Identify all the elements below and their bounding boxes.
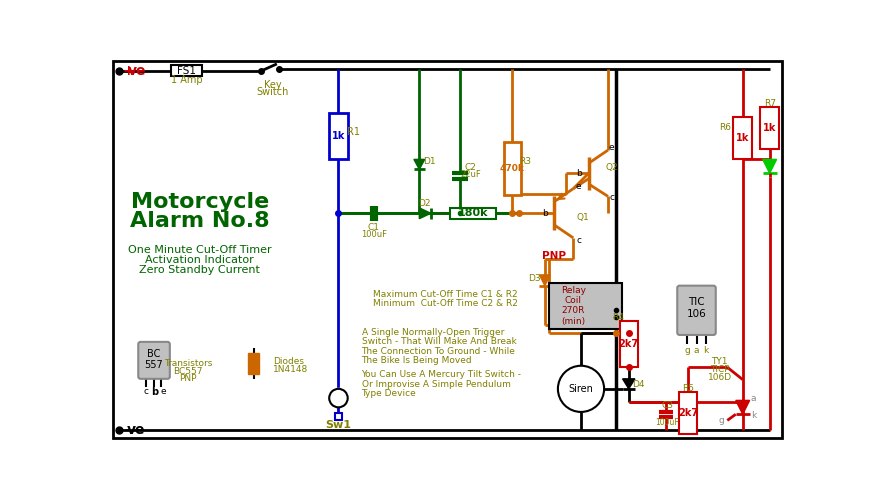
Text: Type Device: Type Device xyxy=(361,389,416,398)
Circle shape xyxy=(558,366,604,412)
Polygon shape xyxy=(540,275,550,286)
Polygon shape xyxy=(763,160,777,173)
Text: D1: D1 xyxy=(423,157,436,166)
Text: TY1: TY1 xyxy=(711,357,728,367)
Text: Zero Standby Current: Zero Standby Current xyxy=(140,265,260,275)
Text: TIC
106: TIC 106 xyxy=(687,297,706,319)
Polygon shape xyxy=(414,160,424,169)
Text: BC557: BC557 xyxy=(174,367,203,375)
Text: 22uF: 22uF xyxy=(461,170,481,179)
Text: PNP: PNP xyxy=(542,250,566,261)
Text: Sw1: Sw1 xyxy=(326,420,352,430)
Text: FS1: FS1 xyxy=(177,66,196,76)
Text: e: e xyxy=(576,182,581,191)
Bar xyxy=(329,113,347,160)
Text: a: a xyxy=(751,394,756,403)
Text: Diodes: Diodes xyxy=(273,357,304,367)
Text: R6: R6 xyxy=(719,123,732,131)
Bar xyxy=(248,353,259,374)
Polygon shape xyxy=(419,208,431,219)
Text: e: e xyxy=(160,387,166,396)
Text: D3: D3 xyxy=(528,274,541,283)
Text: k: k xyxy=(703,346,708,355)
Text: C3: C3 xyxy=(661,401,673,411)
Bar xyxy=(548,283,622,329)
Text: The Connection To Ground - While: The Connection To Ground - While xyxy=(361,347,515,356)
Text: ve: ve xyxy=(128,64,147,78)
Text: Or Improvise A Simple Pendulum: Or Improvise A Simple Pendulum xyxy=(361,380,511,389)
Text: 100uF: 100uF xyxy=(361,230,387,239)
Text: Q1: Q1 xyxy=(577,212,589,222)
Text: a: a xyxy=(694,346,699,355)
Text: b: b xyxy=(151,387,158,397)
Bar xyxy=(733,117,752,160)
Text: Activation Indicator: Activation Indicator xyxy=(146,255,254,265)
Text: 1 Amp: 1 Amp xyxy=(171,75,203,85)
Text: TICP: TICP xyxy=(710,365,730,374)
FancyBboxPatch shape xyxy=(138,342,170,379)
Text: R7: R7 xyxy=(764,99,775,109)
Text: c: c xyxy=(576,236,581,245)
Text: g: g xyxy=(684,346,691,355)
Bar xyxy=(171,65,203,76)
Text: 2k7: 2k7 xyxy=(619,339,639,349)
Text: b: b xyxy=(576,169,582,178)
Text: D4: D4 xyxy=(633,380,645,389)
Text: c: c xyxy=(609,193,615,203)
Text: 1k: 1k xyxy=(763,123,776,133)
Text: You Can Use A Mercury Tilt Switch -: You Can Use A Mercury Tilt Switch - xyxy=(361,370,521,379)
Text: 100uF: 100uF xyxy=(656,418,679,427)
Text: 1k: 1k xyxy=(736,133,749,143)
Text: g: g xyxy=(718,416,724,425)
Polygon shape xyxy=(622,379,635,389)
Text: Q2: Q2 xyxy=(606,163,618,171)
Text: Maximum Cut-Off Time C1 & R2: Maximum Cut-Off Time C1 & R2 xyxy=(373,289,518,299)
Text: R5: R5 xyxy=(682,384,694,393)
Text: c: c xyxy=(143,387,148,396)
Text: -: - xyxy=(124,423,129,437)
Text: 470k: 470k xyxy=(500,164,525,173)
Text: +: + xyxy=(122,64,134,78)
Text: One Minute Cut-Off Timer: One Minute Cut-Off Timer xyxy=(128,245,272,255)
Text: Key: Key xyxy=(265,80,282,90)
Text: e: e xyxy=(609,143,615,152)
Bar xyxy=(760,107,779,149)
Text: The Bike Is Being Moved: The Bike Is Being Moved xyxy=(361,356,472,365)
Text: 180k: 180k xyxy=(458,208,489,218)
Text: Motorcycle: Motorcycle xyxy=(131,192,269,212)
Text: Switch: Switch xyxy=(257,86,289,97)
Text: BC
557: BC 557 xyxy=(144,349,163,370)
Text: 2k7: 2k7 xyxy=(678,408,698,418)
Text: k: k xyxy=(751,412,756,420)
Text: PNP: PNP xyxy=(180,374,197,383)
Text: 1N4148: 1N4148 xyxy=(273,365,308,374)
Text: ve: ve xyxy=(127,423,145,437)
Text: Transistors: Transistors xyxy=(164,359,212,368)
Text: 1k: 1k xyxy=(332,131,345,141)
Text: 106D: 106D xyxy=(707,373,732,382)
Bar xyxy=(335,413,342,420)
Text: b: b xyxy=(542,209,547,218)
Text: C1: C1 xyxy=(368,223,380,232)
Text: Alarm No.8: Alarm No.8 xyxy=(130,211,270,231)
Bar xyxy=(620,321,638,367)
Text: A Single Normally-Open Trigger: A Single Normally-Open Trigger xyxy=(361,328,504,337)
Text: Minimum  Cut-Off Time C2 & R2: Minimum Cut-Off Time C2 & R2 xyxy=(373,299,518,308)
FancyBboxPatch shape xyxy=(677,286,716,335)
Circle shape xyxy=(329,389,347,408)
Text: R1: R1 xyxy=(347,127,361,137)
Text: Siren: Siren xyxy=(568,384,594,394)
Bar xyxy=(679,392,698,434)
Text: Switch - That Will Make And Break: Switch - That Will Make And Break xyxy=(361,337,516,346)
Text: D2: D2 xyxy=(418,199,431,208)
Text: R3: R3 xyxy=(519,157,531,166)
Polygon shape xyxy=(736,401,750,414)
Text: R4: R4 xyxy=(612,313,624,322)
Text: C2: C2 xyxy=(465,163,477,171)
Bar xyxy=(504,142,521,195)
Text: Relay
Coil
270R
(min): Relay Coil 270R (min) xyxy=(560,286,586,326)
Bar xyxy=(450,208,497,219)
